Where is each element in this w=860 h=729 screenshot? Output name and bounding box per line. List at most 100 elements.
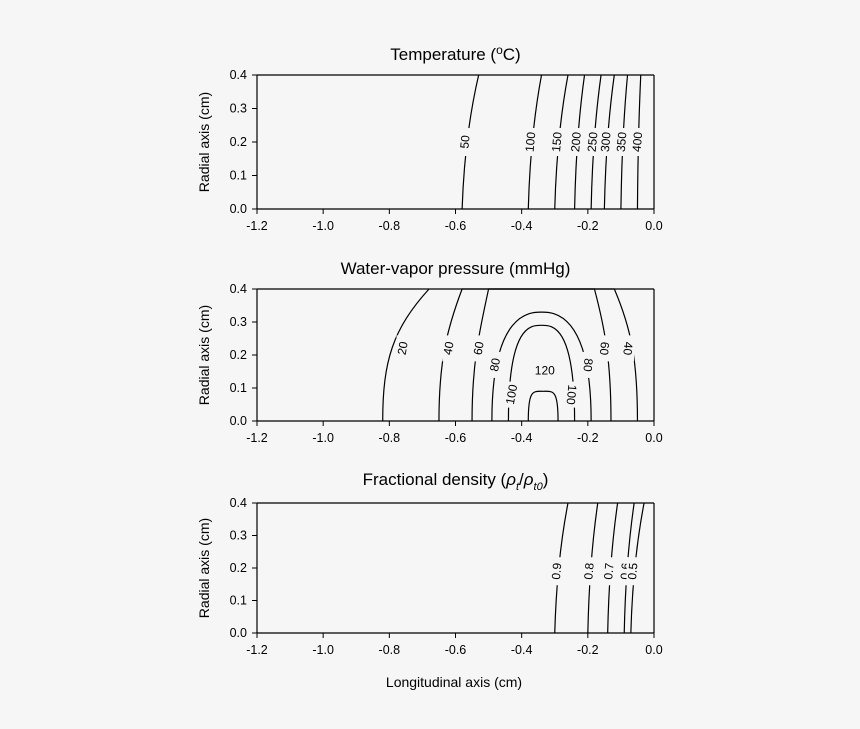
x-tick-label: -0.4	[511, 643, 533, 657]
contour-label: 0.7	[601, 562, 616, 580]
contour-label: 350	[614, 131, 630, 152]
contour-label: 40	[441, 340, 457, 356]
x-tick-label: -1.2	[246, 643, 268, 657]
contour-line	[507, 324, 576, 422]
contour-label: 400	[630, 131, 646, 152]
x-tick-label: -0.2	[577, 643, 599, 657]
y-axis-label: Radial axis (cm)	[196, 518, 212, 618]
x-tick-label: -0.8	[379, 643, 401, 657]
title-rho: ρ	[505, 470, 516, 489]
y-tick-label: 0.2	[230, 348, 247, 362]
y-tick-label: 0.1	[230, 169, 247, 183]
x-tick-label: -1.0	[312, 643, 334, 657]
x-tick-label: -0.6	[445, 219, 467, 233]
x-tick-label: -0.8	[379, 219, 401, 233]
contour-label-bg	[582, 557, 597, 586]
contour-label: 0.9	[549, 562, 564, 580]
x-tick-label: -0.4	[511, 219, 533, 233]
x-tick-label: -0.8	[379, 431, 401, 445]
contour-label: 0.5	[625, 562, 640, 580]
contour-label-bg	[626, 557, 641, 586]
y-axis-label: Radial axis (cm)	[196, 92, 212, 192]
contour-label-bg	[586, 128, 601, 156]
contour-label-bg	[524, 128, 539, 156]
title-part: )	[543, 470, 549, 489]
contour-label-bg	[550, 128, 565, 156]
y-tick-label: 0.0	[230, 414, 247, 428]
y-tick-label: 0.4	[230, 68, 247, 82]
panels: Temperature (oC) -1.2 -1.0 -0.8 -0.6 -0.4 -0.2…	[196, 43, 663, 657]
title-rho: ρ	[523, 470, 534, 489]
panel-temperature: Temperature (oC) -1.2 -1.0 -0.8 -0.6 -0.4 -0.2…	[196, 43, 663, 233]
x-tick-label: 0.0	[645, 643, 662, 657]
x-tick-label: 0.0	[645, 219, 662, 233]
contour-label: 60	[597, 341, 612, 356]
contour-label-bg	[472, 335, 487, 362]
contour-label: 80	[580, 358, 595, 373]
title-part: /	[519, 470, 524, 489]
contour-label-bg	[631, 128, 646, 156]
contour-label: 40	[620, 341, 635, 356]
contour-label-bg	[505, 381, 520, 408]
contour-line	[471, 288, 612, 422]
contour-label: 100	[503, 383, 520, 405]
chart-title: Temperature (oC)	[390, 43, 520, 64]
contour-line	[527, 390, 559, 422]
contour-line	[491, 311, 592, 422]
contour-label-bg	[532, 363, 557, 379]
contour-label-bg	[620, 335, 635, 362]
contour-line	[382, 288, 430, 422]
contour-label: 200	[568, 131, 584, 152]
contour-label: 300	[598, 131, 614, 152]
contour-label: 80	[487, 357, 503, 373]
contour-label-bg	[563, 381, 578, 408]
y-tick-label: 0.3	[230, 102, 247, 116]
x-tick-label: -1.0	[312, 431, 334, 445]
x-tick-label: -0.4	[511, 431, 533, 445]
y-tick-label: 0.1	[230, 381, 247, 395]
y-tick-label: 0.2	[230, 135, 247, 149]
contour-label: 250	[585, 131, 601, 152]
x-tick-label: -0.6	[445, 643, 467, 657]
y-tick-label: 0.2	[230, 561, 247, 575]
contour-label: 50	[457, 134, 472, 149]
contour-label-bg	[458, 128, 473, 156]
title-subscript: t	[516, 481, 520, 493]
y-tick-label: 0.3	[230, 315, 247, 329]
contour-label-bg	[596, 335, 611, 362]
title-subscript: t0	[534, 481, 544, 493]
y-tick-label: 0.0	[230, 202, 247, 216]
contour-label-bg	[488, 351, 503, 378]
x-tick-label: -0.6	[445, 431, 467, 445]
x-tick-label: -1.0	[312, 219, 334, 233]
title-part: Temperature (	[390, 45, 496, 64]
contour-label-bg	[615, 128, 630, 156]
title-superscript: o	[496, 43, 503, 57]
x-tick-label: 0.0	[645, 431, 662, 445]
x-tick-label: -0.2	[577, 431, 599, 445]
chart-title: Water-vapor pressure (mmHg)	[341, 259, 571, 278]
contour-label: 0.8	[581, 562, 596, 580]
panel-water-vapor: Water-vapor pressure (mmHg) -1.2 -1.0 -0.8 -…	[196, 259, 663, 445]
contour-label-bg	[602, 557, 617, 586]
contour-label-bg	[569, 128, 584, 156]
y-tick-label: 0.4	[230, 282, 247, 296]
x-axis-label: Longitudinal axis (cm)	[386, 674, 522, 690]
contour-label: 100	[523, 131, 539, 152]
contour-label-bg	[580, 351, 595, 378]
title-part: Fractional density (	[363, 470, 507, 489]
contour-label: 60	[471, 340, 487, 356]
chart-title: Fractional density (ρt/ρt0)	[363, 470, 549, 493]
contour-label: 20	[395, 340, 411, 356]
contour-label-bg	[599, 128, 614, 156]
contour-label: 150	[549, 131, 565, 152]
y-tick-label: 0.0	[230, 626, 247, 640]
panel-fractional-density: Fractional density (ρt/ρt0)-1.2 -1.0 -0.8-…	[196, 470, 663, 657]
contour-label-bg	[550, 557, 565, 586]
y-axis-label: Radial axis (cm)	[196, 305, 212, 405]
x-tick-label: -1.2	[246, 431, 268, 445]
contour-label: 100	[564, 384, 580, 405]
title-part: C)	[503, 45, 521, 64]
